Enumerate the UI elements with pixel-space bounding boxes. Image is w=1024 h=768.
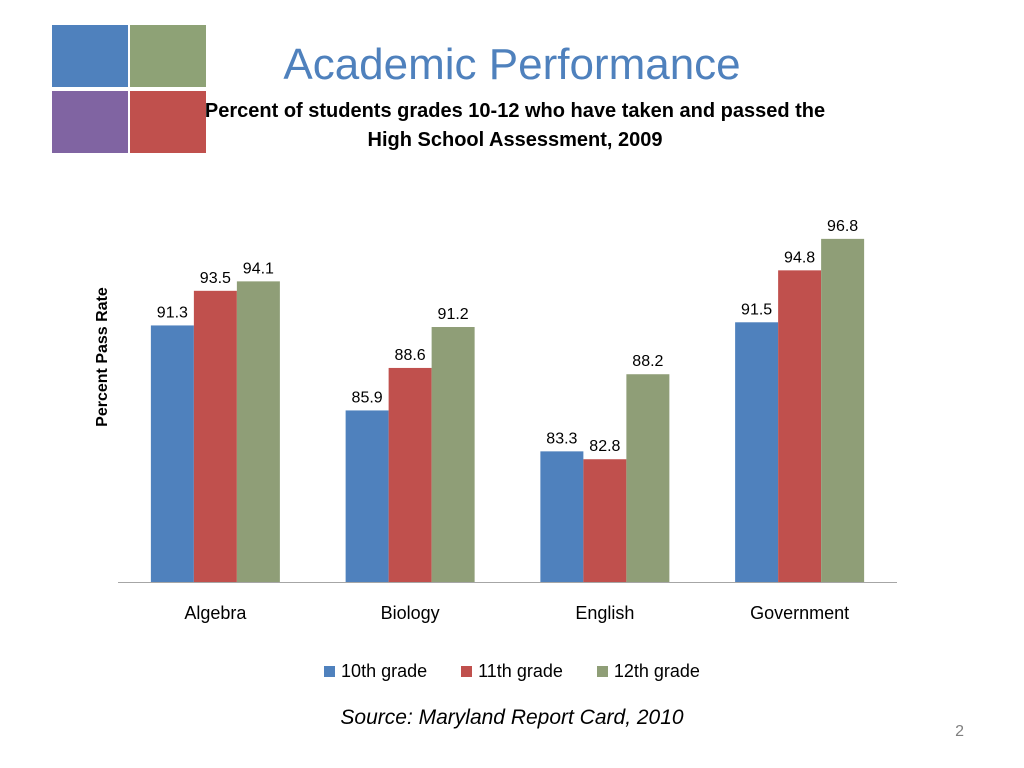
logo-square-red xyxy=(130,91,206,153)
bar xyxy=(735,322,779,582)
bar xyxy=(540,451,584,582)
data-label: 91.5 xyxy=(741,301,772,318)
y-axis-label: Percent Pass Rate xyxy=(94,287,111,427)
legend-swatch xyxy=(324,666,336,677)
legend-label: 12th grade xyxy=(613,661,700,681)
x-tick-label: Biology xyxy=(381,603,440,623)
bar xyxy=(431,327,475,582)
legend-item: 11th grade xyxy=(461,661,563,682)
chart-legend: 10th grade 11th grade 12th grade xyxy=(0,661,1024,682)
source-note: Source: Maryland Report Card, 2010 xyxy=(340,706,684,729)
legend-swatch xyxy=(596,666,608,677)
legend-item: 10th grade xyxy=(324,661,427,682)
bar xyxy=(821,238,865,583)
data-label: 93.5 xyxy=(200,270,231,287)
data-label: 88.6 xyxy=(395,347,426,364)
data-label: 91.2 xyxy=(438,306,469,323)
logo-grid xyxy=(52,25,206,153)
bar xyxy=(236,281,280,582)
page-number: 2 xyxy=(955,723,964,740)
data-label: 94.1 xyxy=(243,260,274,277)
data-label: 82.8 xyxy=(589,438,620,455)
data-label: 91.3 xyxy=(157,304,188,321)
bar xyxy=(583,459,627,582)
logo-square-purple xyxy=(52,91,128,153)
bar xyxy=(388,367,432,582)
legend-item: 12th grade xyxy=(596,661,700,682)
x-tick-label: Government xyxy=(750,603,849,623)
chart-subtitle: Percent of students grades 10-12 who hav… xyxy=(204,100,826,151)
bar xyxy=(778,270,822,582)
legend-swatch xyxy=(461,666,473,677)
logo-square-green xyxy=(130,25,206,87)
slide-title: Academic Performance xyxy=(283,40,741,89)
data-label: 88.2 xyxy=(632,353,663,370)
data-label: 83.3 xyxy=(546,430,577,447)
bar xyxy=(626,374,670,582)
legend-label: 10th grade xyxy=(341,661,428,681)
bar xyxy=(193,290,237,582)
data-label: 96.8 xyxy=(827,218,858,235)
data-label: 94.8 xyxy=(784,249,815,266)
x-tick-label: Algebra xyxy=(184,603,247,623)
bar xyxy=(345,410,389,582)
x-tick-label: English xyxy=(575,603,634,623)
data-label: 85.9 xyxy=(352,389,383,406)
logo-square-blue xyxy=(52,25,128,87)
legend-label: 11th grade xyxy=(478,661,563,681)
bar xyxy=(150,325,194,582)
